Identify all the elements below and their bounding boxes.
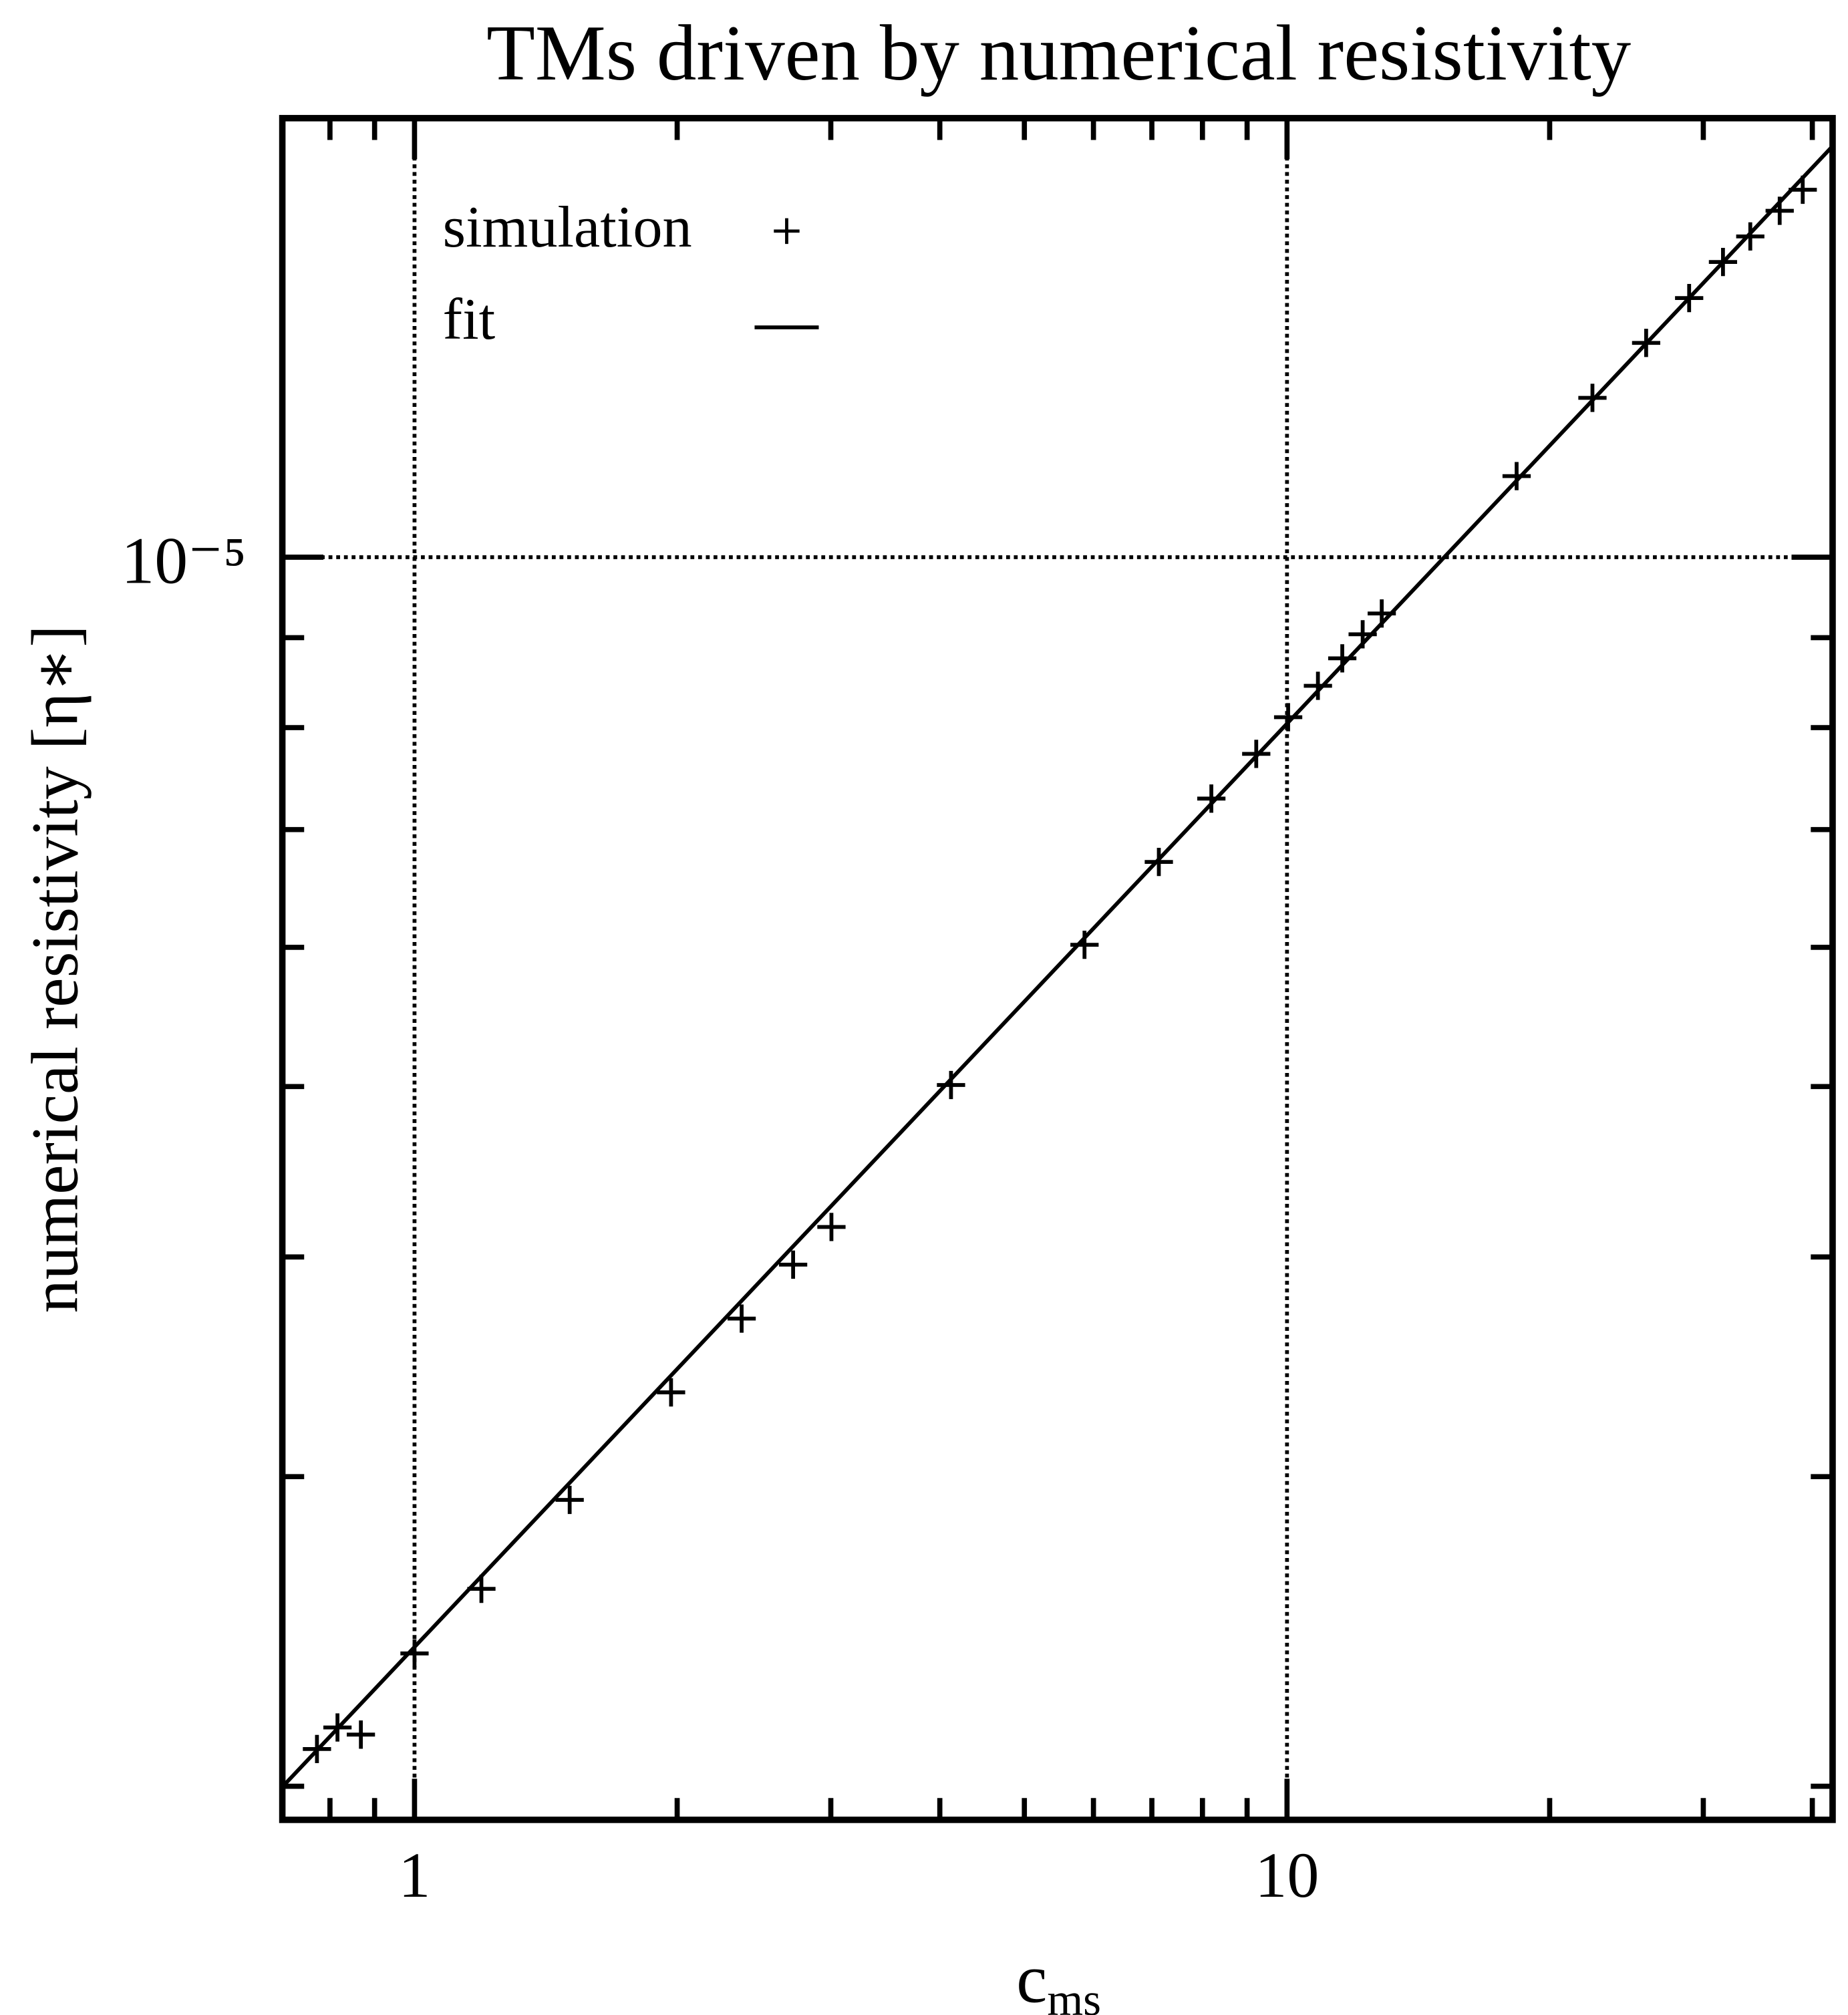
data-point xyxy=(1502,462,1531,490)
y-axis-label: numerical resistivity [η∗] xyxy=(17,625,92,1313)
plot-frame xyxy=(279,115,1836,1823)
data-point xyxy=(1070,930,1099,959)
data-point xyxy=(347,1720,375,1749)
legend-marker xyxy=(774,218,800,245)
data-point xyxy=(778,1250,808,1279)
data-point xyxy=(555,1485,584,1515)
y-tick-label: 10⁻⁵ xyxy=(121,523,246,597)
x-axis-label-main: c xyxy=(1016,1942,1047,2015)
x-tick-label: 1 xyxy=(398,1839,430,1911)
data-point xyxy=(727,1304,756,1333)
x-axis-label-sub: ms xyxy=(1047,1974,1101,2015)
fit-line xyxy=(283,144,1835,1786)
legend-label: fit xyxy=(443,287,496,352)
data-point xyxy=(1197,784,1226,813)
data-point xyxy=(1328,644,1357,673)
chart-title: TMs driven by numerical resistivity xyxy=(486,9,1632,97)
data-point xyxy=(817,1213,846,1241)
data-point xyxy=(1303,671,1332,700)
x-tick-label: 10 xyxy=(1255,1839,1319,1911)
x-axis-label: cms xyxy=(1016,1942,1101,2015)
data-point xyxy=(937,1070,965,1100)
data-point xyxy=(1736,222,1764,251)
data-point xyxy=(400,1639,429,1668)
legend-label: simulation xyxy=(443,194,692,260)
data-point xyxy=(1273,703,1303,732)
data-point xyxy=(657,1378,685,1407)
